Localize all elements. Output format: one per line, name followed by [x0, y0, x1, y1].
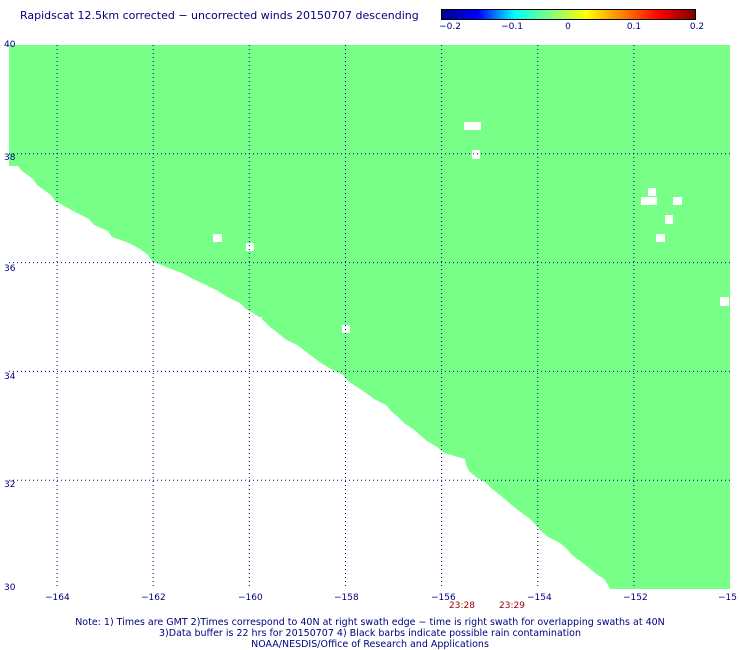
lon-label-164: −164 [45, 593, 70, 603]
graticule [9, 45, 730, 589]
lon-label-158: −158 [334, 593, 359, 603]
footnote-credit: NOAA/NESDIS/Office of Research and Appli… [251, 639, 489, 650]
colorbar-label-0.2: 0.2 [689, 22, 705, 32]
lon-label-152: −152 [623, 593, 648, 603]
missing-data-cells [213, 122, 729, 333]
swath-coverage [9, 45, 730, 589]
swath-time-1: 23:28 [449, 601, 475, 611]
map-title: Rapidscat 12.5km corrected − uncorrected… [20, 9, 419, 22]
colorbar-label-neg-0.1: −0.1 [501, 22, 523, 32]
lon-label-150: −15 [718, 593, 737, 603]
colorbar-label-0.1: 0.1 [626, 22, 642, 32]
lat-label-36: 36 [4, 264, 16, 274]
lat-label-30: 30 [4, 583, 16, 593]
lat-label-38: 38 [4, 153, 16, 163]
map-plot [9, 45, 730, 589]
lon-label-156: −156 [431, 593, 456, 603]
lon-label-162: −162 [141, 593, 166, 603]
lat-label-34: 34 [4, 372, 16, 382]
colorbar [441, 9, 696, 20]
swath-time-2: 23:29 [499, 601, 525, 611]
footnote-line-2: 3)Data buffer is 22 hrs for 20150707 4) … [159, 628, 581, 639]
lat-label-40: 40 [4, 40, 16, 50]
footnote-line-1: Note: 1) Times are GMT 2)Times correspon… [75, 617, 665, 628]
lat-label-32: 32 [4, 480, 16, 490]
lon-label-160: −160 [238, 593, 263, 603]
lon-label-154: −154 [527, 593, 552, 603]
colorbar-label-0: 0 [565, 22, 571, 32]
colorbar-label-neg-0.2: −0.2 [439, 22, 461, 32]
